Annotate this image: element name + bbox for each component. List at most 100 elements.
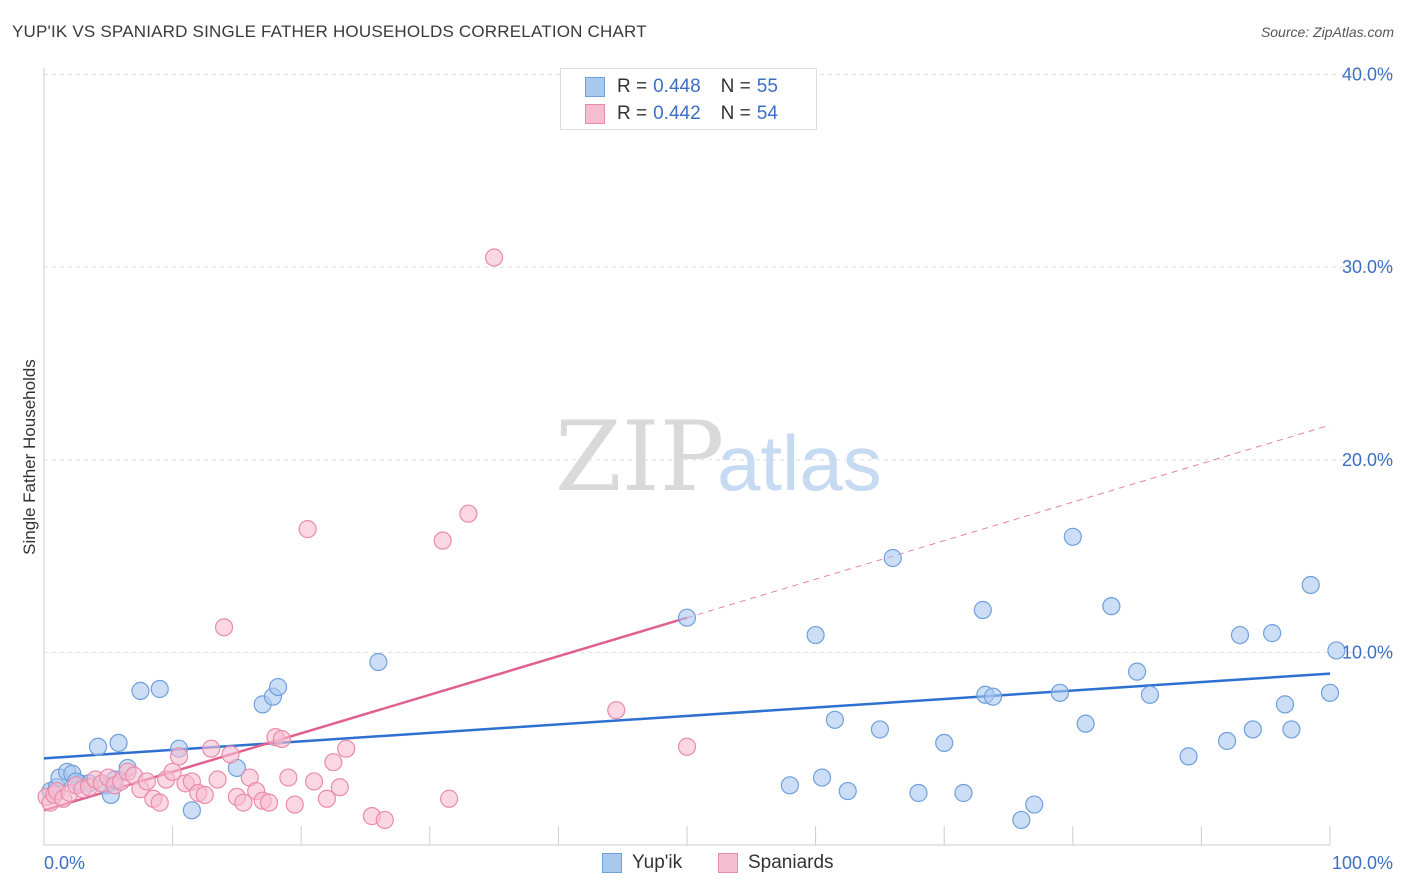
spaniard-point (607, 701, 626, 720)
yupik-point (1140, 685, 1160, 704)
y-tick-labels: 10.0% 20.0% 30.0% 40.0% (1342, 65, 1393, 663)
yupik-swatch (585, 77, 605, 97)
yupik-point (1025, 795, 1044, 814)
zipatlas-watermark: ZIP atlas (555, 401, 882, 513)
yupik-point (983, 687, 1003, 706)
yupik-point (1102, 597, 1121, 616)
yupik-point (88, 737, 108, 756)
yupik-point (780, 776, 799, 795)
spaniard-point (433, 531, 452, 550)
spaniard-point (459, 504, 478, 523)
spaniard-point (298, 520, 317, 539)
spaniard-point (439, 789, 459, 808)
series-legend: Yup'ik Spaniards (0, 852, 1406, 878)
spaniard-point (317, 789, 337, 808)
yupik-point (812, 768, 832, 787)
spaniard-point (272, 729, 292, 749)
spaniard-trend-extension (686, 424, 1331, 619)
yupik-point (1282, 720, 1301, 739)
legend-row-yupik: R = 0.448 N = 55 (585, 75, 778, 99)
yupik-point (1050, 683, 1070, 702)
correlation-legend: R = 0.448 N = 55 R = 0.442 N = 54 (560, 68, 817, 130)
yupik-point (973, 600, 992, 620)
watermark-zip: ZIP (555, 401, 724, 513)
yupik-point (1275, 695, 1295, 714)
y-tick-label: 30.0% (1342, 257, 1393, 277)
spaniard-point (259, 793, 279, 812)
series-legend-spaniards[interactable]: Spaniards (718, 852, 834, 874)
legend-n-value-spaniards: 54 (756, 103, 778, 124)
yupik-point (1301, 575, 1320, 595)
data-points (37, 248, 1346, 830)
spaniard-point (202, 739, 221, 758)
yupik-point (935, 733, 954, 753)
spaniard-point (150, 793, 169, 812)
yupik-point (1230, 625, 1250, 645)
spaniard-point (485, 248, 504, 267)
series-legend-yupik-label: Yup'ik (632, 852, 683, 873)
legend-row-spaniards: R = 0.442 N = 54 (585, 102, 778, 126)
legend-r-label: R = (617, 76, 648, 97)
y-tick-label: 10.0% (1342, 642, 1393, 662)
yupik-point (1218, 731, 1237, 751)
yupik-point (369, 652, 388, 672)
chart-source: Source: ZipAtlas.com (1260, 24, 1394, 40)
yupik-point (268, 677, 288, 697)
yupik-trend-line (43, 672, 1331, 760)
spaniard-point (677, 737, 697, 756)
yupik-point (1012, 810, 1031, 830)
spaniard-point (304, 772, 324, 791)
axes (43, 68, 1330, 846)
yupik-legend-swatch (602, 853, 622, 873)
legend-n-value-yupik: 55 (756, 76, 778, 97)
yupik-point (909, 783, 928, 803)
yupik-point (883, 548, 902, 568)
spaniard-point (137, 772, 156, 791)
yupik-point (1063, 527, 1082, 546)
yupik-point (806, 625, 825, 645)
yupik-point (954, 783, 973, 803)
spaniard-point (330, 778, 349, 797)
spaniard-point (285, 795, 304, 814)
series-legend-yupik[interactable]: Yup'ik (602, 852, 682, 874)
yupik-point (109, 733, 128, 753)
spaniards-legend-swatch (718, 853, 738, 873)
yupik-point (838, 781, 857, 801)
chart-title: YUP'IK VS SPANIARD SINGLE FATHER HOUSEHO… (12, 22, 647, 41)
legend-r-value-yupik: 0.448 (653, 76, 701, 97)
yupik-point (1127, 662, 1147, 681)
legend-r-label: R = (617, 103, 648, 124)
spaniard-point (195, 785, 214, 805)
spaniard-point (375, 810, 394, 830)
spaniard-point (169, 747, 189, 766)
yupik-point (825, 710, 844, 729)
spaniard-point (324, 753, 343, 772)
spaniard-point (221, 745, 240, 764)
legend-r-value-spaniards: 0.442 (653, 103, 701, 124)
yupik-point (182, 801, 201, 820)
x-tick-label-min: 0.0% (44, 853, 85, 873)
spaniards-swatch (585, 104, 605, 124)
watermark-atlas: atlas (717, 419, 882, 507)
yupik-point (1263, 624, 1282, 643)
y-tick-label: 40.0% (1342, 65, 1393, 85)
yupik-point (1327, 641, 1346, 660)
spaniard-point (279, 768, 298, 787)
spaniard-point (208, 770, 227, 789)
y-tick-label: 20.0% (1342, 450, 1393, 470)
x-tick-label-max: 100.0% (1332, 853, 1393, 873)
yupik-point (677, 608, 697, 627)
yupik-point (1320, 683, 1340, 702)
spaniard-point (214, 618, 234, 637)
yupik-point (1076, 714, 1095, 733)
yupik-point (1243, 720, 1262, 739)
spaniard-point (337, 739, 356, 758)
y-axis-label: Single Father Households (20, 359, 39, 555)
spaniard-point (163, 762, 182, 781)
yupik-point (150, 679, 169, 699)
legend-n-label: N = (720, 76, 751, 97)
legend-n-label: N = (720, 103, 751, 124)
yupik-point (1179, 747, 1198, 766)
series-legend-spaniards-label: Spaniards (748, 852, 834, 873)
